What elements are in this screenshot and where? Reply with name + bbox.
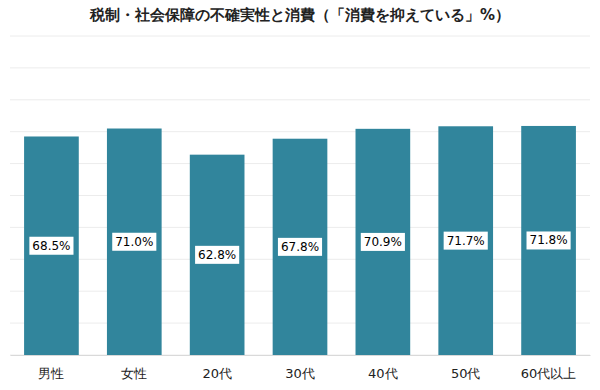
data-label-background <box>112 233 156 251</box>
x-tick-label: 男性 <box>38 366 64 381</box>
x-tick: 20代 <box>202 355 232 381</box>
bar <box>356 129 411 355</box>
data-label: 68.5% <box>32 239 70 253</box>
bars <box>24 126 576 355</box>
chart-container: 税制・社会保障の不確実性と消費（「消費を抑えている」%） 男性 女性 20代 30代 40… <box>0 0 600 390</box>
x-tick: 50代 <box>451 355 481 381</box>
data-label-box: 71.8% <box>527 231 571 249</box>
data-label-box: 71.0% <box>112 233 156 251</box>
data-label-box: 71.7% <box>444 232 488 250</box>
data-label-background <box>527 231 571 249</box>
data-label-box: 67.8% <box>278 238 322 256</box>
data-label: 70.9% <box>364 235 402 249</box>
data-label-background <box>29 237 73 255</box>
data-label-box: 70.9% <box>361 233 405 251</box>
bar <box>107 129 162 355</box>
x-tick-label: 50代 <box>451 366 481 381</box>
x-tick: 40代 <box>368 355 398 381</box>
data-label-box: 68.5% <box>29 237 73 255</box>
data-label-background <box>195 246 239 264</box>
x-tick-label: 20代 <box>202 366 232 381</box>
grid-line <box>10 131 590 132</box>
grid-line <box>10 99 590 100</box>
x-tick: 60代以上 <box>521 355 577 381</box>
chart-title: 税制・社会保障の不確実性と消費（「消費を抑えている」%） <box>89 6 510 24</box>
x-tick: 男性 <box>38 355 64 381</box>
x-tick-label: 60代以上 <box>521 366 577 381</box>
data-label: 71.7% <box>447 234 485 248</box>
bar <box>190 155 245 355</box>
data-label: 62.8% <box>198 248 236 262</box>
grid-line <box>10 67 590 68</box>
data-label: 71.0% <box>115 235 153 249</box>
x-tick: 30代 <box>285 355 315 381</box>
bar <box>273 139 328 355</box>
bar <box>438 126 493 355</box>
x-tick: 女性 <box>121 355 147 381</box>
data-label-background <box>444 232 488 250</box>
data-label: 71.8% <box>530 233 568 247</box>
x-tick-label: 40代 <box>368 366 398 381</box>
x-tick-label: 女性 <box>121 366 147 381</box>
x-axis: 男性 女性 20代 30代 40代 50代 60代以上 <box>11 355 591 381</box>
data-label: 67.8% <box>281 240 319 254</box>
plot-area: 男性 女性 20代 30代 40代 50代 60代以上 68.5% 71.0% 62.8% 67.8… <box>10 36 591 381</box>
bar <box>521 126 576 355</box>
data-label-background <box>361 233 405 251</box>
x-tick-label: 30代 <box>285 366 315 381</box>
x-axis-line <box>11 355 591 356</box>
data-label-box: 62.8% <box>195 246 239 264</box>
data-labels: 68.5% 71.0% 62.8% 67.8% 70.9% 71.7% 71.8% <box>29 231 570 263</box>
bar <box>24 136 79 355</box>
grid <box>10 36 590 355</box>
chart-svg: 税制・社会保障の不確実性と消費（「消費を抑えている」%） 男性 女性 20代 30代 40… <box>0 0 600 390</box>
grid-line <box>10 36 590 37</box>
data-label-background <box>278 238 322 256</box>
